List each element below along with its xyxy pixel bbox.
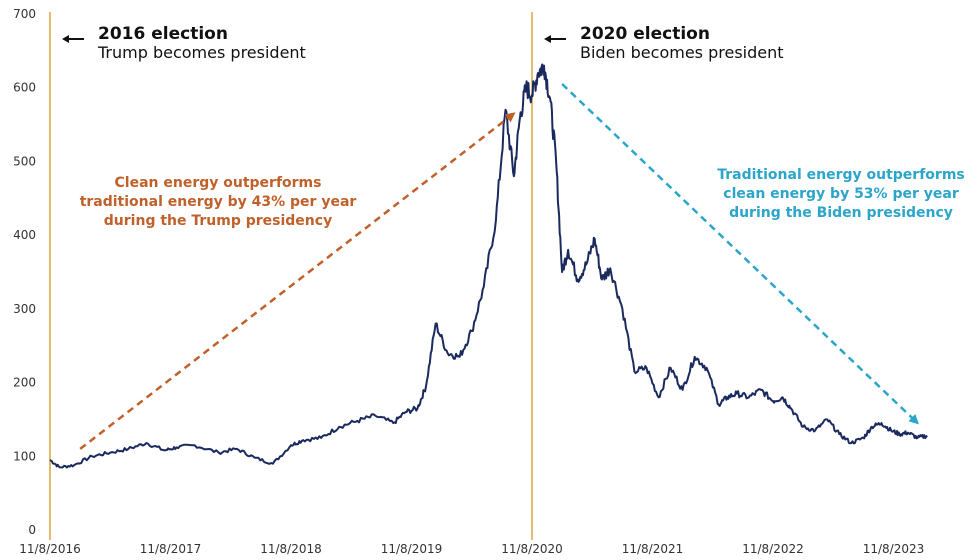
y-axis: 0 100 200 300 400 500 600 700	[13, 7, 36, 537]
x-tick-label: 11/8/2017	[140, 542, 202, 556]
event-arrowhead-icon	[544, 35, 551, 43]
annotation-text: Clean energy outperforms	[115, 175, 322, 191]
event-arrowhead-icon	[62, 35, 69, 43]
x-tick-label: 11/8/2021	[622, 542, 684, 556]
x-tick-label: 11/8/2020	[501, 542, 563, 556]
x-tick-label: 11/8/2019	[381, 542, 443, 556]
x-tick-label: 11/8/2023	[863, 542, 925, 556]
x-tick-label: 11/8/2016	[19, 542, 81, 556]
annotation-text: clean energy by 53% per year	[723, 186, 959, 202]
y-tick-label: 200	[13, 376, 36, 390]
event-subtitle: Trump becomes president	[97, 43, 306, 62]
annotation-arrow	[561, 83, 920, 425]
y-tick-label: 500	[13, 154, 36, 168]
x-tick-label: 11/8/2022	[742, 542, 804, 556]
y-tick-label: 0	[28, 523, 36, 537]
series-line	[49, 63, 928, 469]
annotation-text: during the Trump presidency	[104, 213, 332, 229]
event-title: 2016 election	[98, 24, 228, 44]
x-axis: 11/8/2016 11/8/2017 11/8/2018 11/8/2019 11/8…	[19, 542, 924, 556]
event-subtitle: Biden becomes president	[580, 43, 784, 62]
y-tick-label: 300	[13, 302, 36, 316]
x-tick-label: 11/8/2018	[260, 542, 322, 556]
event-title: 2020 election	[580, 24, 710, 44]
series-layer	[49, 63, 928, 469]
annotation-arrow	[79, 112, 516, 450]
annotation-layer: Clean energy outperforms traditional ener…	[79, 83, 965, 450]
y-tick-label: 100	[13, 449, 36, 463]
y-tick-label: 700	[13, 7, 36, 21]
y-tick-label: 400	[13, 228, 36, 242]
annotation-text: during the Biden presidency	[729, 205, 953, 221]
y-tick-label: 600	[13, 81, 36, 95]
annotation-text: traditional energy by 43% per year	[80, 194, 357, 210]
annotation-text: Traditional energy outperforms	[717, 167, 965, 183]
